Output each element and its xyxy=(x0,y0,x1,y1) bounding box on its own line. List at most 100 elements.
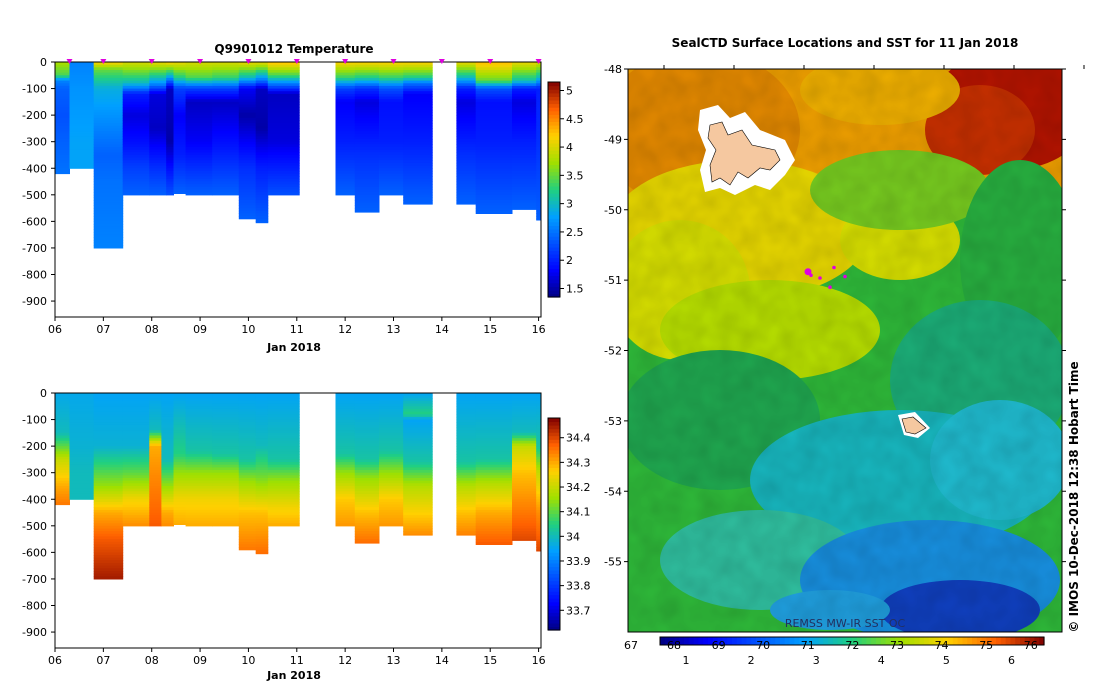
profile-cell xyxy=(354,422,380,426)
sst-colorbar-segment xyxy=(948,637,954,645)
profile-cell xyxy=(403,531,433,535)
profile-cell xyxy=(255,168,269,172)
profile-cell xyxy=(55,91,70,95)
profile-cell xyxy=(238,155,257,159)
profile-cell xyxy=(403,486,433,490)
profile-cell xyxy=(69,155,95,159)
profile-cell xyxy=(403,192,433,196)
profile-cell xyxy=(456,533,477,536)
profile-cell xyxy=(93,77,124,82)
colorbar-segment xyxy=(548,474,560,479)
profile-cell xyxy=(267,64,300,68)
profile-cell xyxy=(238,406,257,410)
profile-cell xyxy=(122,427,150,431)
profile-cell xyxy=(122,157,150,161)
profile-cell xyxy=(512,72,537,76)
profile-cell xyxy=(238,483,257,487)
profile-cell xyxy=(185,499,213,503)
colorbar-segment xyxy=(548,591,560,596)
profile-cell xyxy=(267,70,300,74)
profile-cell xyxy=(354,173,380,177)
profile-cell xyxy=(475,491,513,495)
profile-cell xyxy=(255,62,269,66)
profile-cell xyxy=(379,512,404,516)
profile-cell xyxy=(212,435,240,439)
profile-cell xyxy=(403,393,433,397)
profile-cell xyxy=(238,411,257,415)
profile-cell xyxy=(267,435,300,439)
profile-cell xyxy=(161,416,174,421)
profile-cell xyxy=(122,176,150,180)
profile-cell xyxy=(122,136,150,140)
profile-cell xyxy=(379,395,404,399)
x-tick-label: 06 xyxy=(48,654,62,667)
profile-cell xyxy=(379,173,404,177)
colorbar-segment xyxy=(548,463,560,468)
profile-cell xyxy=(536,157,542,161)
profile-cell xyxy=(69,107,95,111)
profile-cell xyxy=(354,112,380,116)
profile-cell xyxy=(379,115,404,119)
profile-cell xyxy=(149,125,167,129)
profile-column xyxy=(475,393,513,545)
profile-cell xyxy=(456,443,477,447)
profile-cell xyxy=(475,115,513,119)
profile-cell xyxy=(512,64,537,68)
profile-cell xyxy=(512,70,537,74)
profile-cell xyxy=(55,80,70,84)
profile-cell xyxy=(403,99,433,103)
sst-colorbar-segment xyxy=(727,637,733,645)
profile-cell xyxy=(267,398,300,402)
y-tick-label: -300 xyxy=(22,467,47,480)
profile-cell xyxy=(379,430,404,434)
y-tick-label: 0 xyxy=(40,387,47,400)
profile-cell xyxy=(354,141,380,145)
profile-cell xyxy=(55,160,70,164)
profile-cell xyxy=(512,109,537,113)
profile-cell xyxy=(335,149,356,153)
profile-cell xyxy=(69,136,95,140)
sst-colorbar-segment xyxy=(708,637,714,645)
profile-cell xyxy=(149,408,162,413)
profile-cell xyxy=(536,144,542,148)
profile-cell xyxy=(456,528,477,532)
sst-colorbar-segment xyxy=(679,637,685,645)
profile-cell xyxy=(403,520,433,524)
profile-cell xyxy=(475,448,513,452)
profile-cell xyxy=(185,520,213,524)
profile-cell xyxy=(212,181,240,185)
profile-cell xyxy=(55,459,70,463)
profile-cell xyxy=(536,155,542,159)
profile-cell xyxy=(149,483,162,487)
profile-cell xyxy=(267,470,300,474)
colorbar-segment xyxy=(548,516,560,521)
profile-cell xyxy=(354,480,380,484)
colorbar-segment xyxy=(548,268,560,273)
profile-cell xyxy=(93,192,124,196)
profile-column xyxy=(403,393,433,536)
profile-cell xyxy=(335,88,356,92)
profile-cell xyxy=(69,120,95,124)
profile-cell xyxy=(55,398,70,402)
profile-cell xyxy=(149,136,167,140)
profile-cell xyxy=(122,491,150,495)
profile-cell xyxy=(267,141,300,145)
profile-cell xyxy=(93,443,124,447)
profile-cell xyxy=(354,139,380,143)
profile-cell xyxy=(212,446,240,450)
profile-cell xyxy=(335,443,356,447)
profile-cell xyxy=(456,85,477,90)
profile-cell xyxy=(354,128,380,132)
profile-cell xyxy=(185,480,213,484)
profile-cell xyxy=(267,430,300,434)
profile-cell xyxy=(255,549,269,553)
profile-cell xyxy=(93,136,124,140)
profile-cell xyxy=(354,96,380,100)
profile-cell xyxy=(379,160,404,164)
profile-cell xyxy=(173,406,187,410)
profile-cell xyxy=(379,451,404,455)
profile-column xyxy=(354,62,380,213)
sst-colorbar-segment xyxy=(866,637,872,645)
profile-cell xyxy=(403,411,433,415)
profile-cell xyxy=(238,128,257,132)
